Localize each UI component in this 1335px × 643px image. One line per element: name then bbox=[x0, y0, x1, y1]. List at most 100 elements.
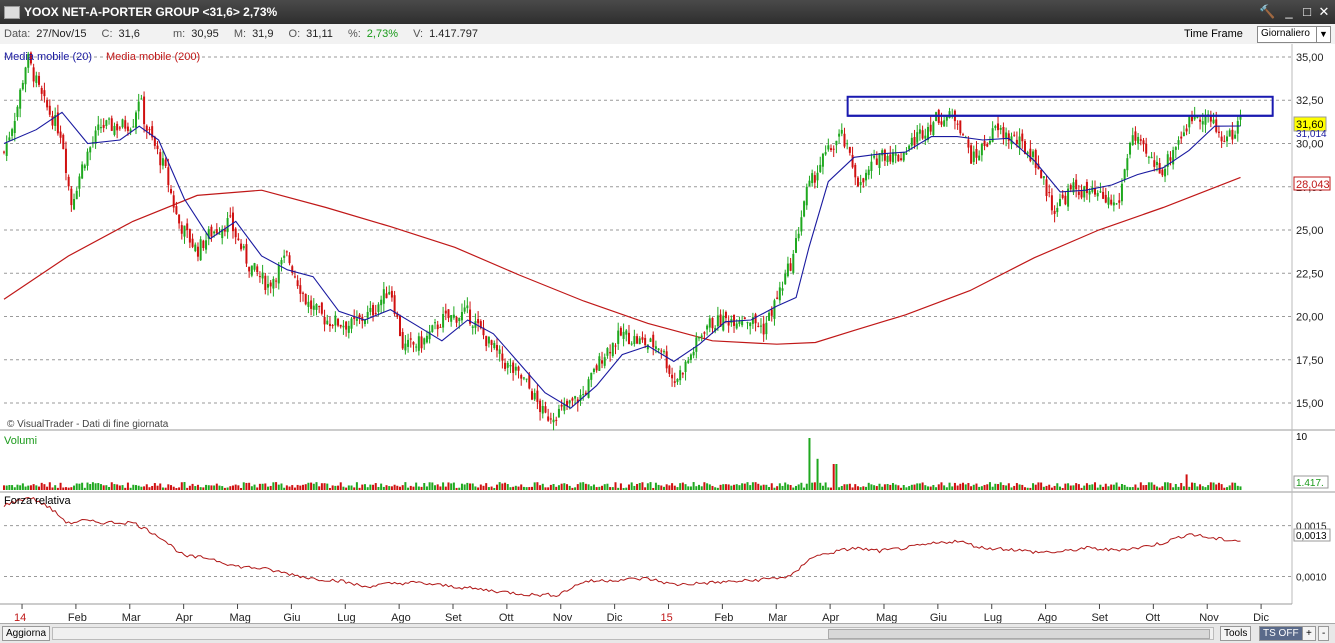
volume-bar bbox=[86, 482, 89, 490]
volume-bar bbox=[676, 487, 679, 490]
candle-body bbox=[533, 392, 536, 400]
volume-bar bbox=[881, 486, 884, 490]
tools-icon[interactable]: 🔨 bbox=[1259, 4, 1276, 19]
candle-body bbox=[1107, 197, 1110, 205]
volume-bar bbox=[417, 486, 420, 490]
candle-body bbox=[808, 180, 811, 187]
candle-body bbox=[520, 375, 523, 379]
timeframe-select[interactable]: Giornaliero ▼ bbox=[1257, 26, 1331, 43]
candle-body bbox=[838, 133, 841, 137]
candle-body bbox=[601, 360, 604, 364]
chart-area[interactable]: 35,0032,5030,0027,5025,0022,5020,0017,50… bbox=[0, 44, 1335, 623]
candle-body bbox=[145, 125, 148, 131]
candle-body bbox=[1061, 194, 1064, 198]
candle-body bbox=[1190, 115, 1193, 122]
candle-body bbox=[1201, 121, 1204, 125]
candle-body bbox=[773, 300, 776, 319]
volume-bar bbox=[293, 487, 296, 490]
volume-bar bbox=[361, 484, 364, 490]
close-button[interactable]: ✕ bbox=[1318, 4, 1330, 19]
scrollbar[interactable] bbox=[52, 627, 1214, 640]
candle-body bbox=[681, 373, 684, 375]
volume-bar bbox=[687, 486, 690, 490]
candle-body bbox=[380, 299, 383, 306]
volume-bar bbox=[1048, 484, 1051, 490]
last-price-label: 31,60 bbox=[1296, 119, 1324, 131]
candle-body bbox=[275, 280, 278, 282]
candle-body bbox=[48, 105, 51, 115]
volume-bar bbox=[908, 486, 911, 490]
candle-body bbox=[719, 314, 722, 327]
volume-bar bbox=[1204, 487, 1207, 490]
candle-body bbox=[1174, 147, 1177, 150]
candle-body bbox=[1120, 183, 1123, 202]
candle-body bbox=[644, 338, 647, 346]
candle-body bbox=[999, 128, 1002, 130]
candle-body bbox=[196, 246, 199, 257]
volume-bar bbox=[768, 487, 771, 490]
candle-body bbox=[415, 346, 418, 348]
candle-body bbox=[164, 159, 167, 166]
chevron-down-icon[interactable]: ▼ bbox=[1316, 27, 1330, 42]
scrollbar-thumb[interactable] bbox=[828, 629, 1210, 639]
ts-toggle[interactable]: TS OFF bbox=[1259, 626, 1303, 641]
volume-bar bbox=[299, 485, 302, 490]
candle-body bbox=[566, 400, 569, 407]
volume-bar bbox=[240, 487, 243, 490]
volume-bar bbox=[355, 482, 358, 490]
month-label: Feb bbox=[714, 612, 733, 623]
volume-bar bbox=[983, 484, 986, 490]
volume-bar bbox=[738, 485, 741, 490]
volume-bar bbox=[1083, 485, 1086, 490]
volume-bar bbox=[603, 484, 606, 490]
candle-body bbox=[1034, 149, 1037, 168]
candle-body bbox=[660, 350, 663, 352]
volume-bar bbox=[549, 484, 552, 490]
candle-body bbox=[595, 365, 598, 371]
volume-bar bbox=[595, 487, 598, 490]
zoom-out-button[interactable]: - bbox=[1318, 626, 1330, 641]
volume-bar bbox=[167, 484, 170, 490]
candle-body bbox=[318, 306, 321, 308]
volume-bar bbox=[910, 484, 913, 490]
price-tick-label: 15,00 bbox=[1296, 398, 1324, 410]
candle-body bbox=[372, 305, 375, 316]
zoom-in-button[interactable]: + bbox=[1302, 626, 1316, 641]
volume-bar bbox=[1153, 484, 1156, 490]
month-label: Ago bbox=[1038, 612, 1058, 623]
refresh-button[interactable]: Aggiorna bbox=[2, 626, 51, 641]
candle-body bbox=[404, 343, 407, 351]
candle-body bbox=[574, 396, 577, 399]
candle-body bbox=[485, 335, 488, 347]
volume-bar bbox=[730, 485, 733, 490]
candle-body bbox=[1021, 133, 1024, 142]
maximize-button[interactable]: □ bbox=[1303, 4, 1311, 19]
volume-bar bbox=[320, 483, 323, 490]
candle-body bbox=[428, 331, 431, 340]
candle-body bbox=[816, 172, 819, 181]
price-tick-label: 17,50 bbox=[1296, 355, 1324, 367]
ma200-value-tag bbox=[1293, 176, 1331, 191]
candle-body bbox=[517, 366, 520, 371]
volume-bar bbox=[522, 486, 525, 490]
candle-body bbox=[991, 128, 994, 142]
candle-body bbox=[450, 315, 453, 322]
candle-body bbox=[563, 404, 566, 411]
volume-bar bbox=[1188, 486, 1191, 490]
volume-bar bbox=[592, 484, 595, 490]
tools-button[interactable]: Tools bbox=[1220, 626, 1252, 641]
volume-bar bbox=[471, 483, 474, 490]
volume-bar bbox=[1158, 487, 1161, 490]
volume-bar bbox=[913, 484, 916, 490]
volume-bar bbox=[1201, 486, 1204, 490]
candle-body bbox=[5, 142, 8, 156]
minimize-button[interactable]: _ bbox=[1285, 4, 1293, 19]
candle-body bbox=[458, 317, 461, 322]
candle-body bbox=[463, 307, 466, 312]
month-label: Nov bbox=[1199, 612, 1219, 623]
candle-body bbox=[932, 122, 935, 136]
candle-body bbox=[633, 336, 636, 344]
candle-body bbox=[988, 140, 991, 144]
volume-bar bbox=[269, 485, 272, 490]
volume-bar bbox=[867, 482, 870, 490]
